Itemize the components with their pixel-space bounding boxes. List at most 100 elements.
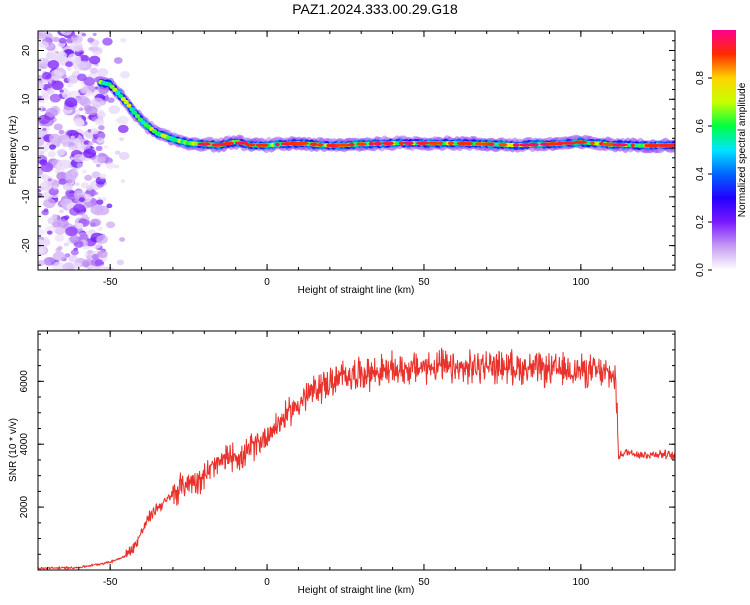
spectrogram-noise-blob [82,201,93,209]
spectrogram-noise-blob [86,249,93,255]
spectrogram-noise-blob [55,51,60,55]
spectrogram-noise-blob [38,114,51,125]
spectrogram-noise-blob [119,137,124,141]
spectrogram-noise-blob [114,150,121,155]
spectrogram-noise-blob [67,75,79,84]
spectrogram-noise-blob [76,73,87,82]
spectrogram-noise-blob [73,153,85,163]
spectrogram-noise-blob [49,93,62,103]
spectrogram-noise-blob [72,34,77,38]
spectrogram-y-tick-label: 20 [21,45,32,57]
spectrogram-ridge-max [335,143,351,147]
spectrogram-ridge-max [612,143,628,147]
colorbar-tick-label: 0.8 [695,71,706,85]
spectrogram-x-tick-label: -50 [103,277,118,288]
spectrogram-noise-blob [66,67,72,71]
spectrogram-noise-blob [47,178,52,182]
spectrogram-noise-blob [70,135,75,140]
spectrogram-noise-blob [47,60,60,70]
spectrogram-noise-blob [66,82,73,88]
snr-x-tick-label: 50 [418,577,430,588]
spectrogram-noise-blob [54,53,65,62]
spectrogram-noise-blob [45,107,59,118]
spectrogram-noise-blob [106,203,113,209]
spectrogram-ridge-max [427,141,440,145]
colorbar-tick-label: 0.4 [695,167,706,181]
spectrogram-noise-blob [55,227,65,236]
spectrogram-noise-blob [38,74,44,81]
spectrogram-noise-blob [50,137,59,145]
spectrogram-noise [38,31,131,270]
spectrogram-ridge-peak [132,110,138,115]
spectrogram-noise-blob [73,117,85,126]
spectrogram-noise-blob [96,137,105,144]
spectrogram-noise-blob [39,186,45,191]
spectrogram-ridge-max [316,143,324,147]
spectrogram-noise-blob [72,138,81,145]
spectrogram-y-ticks: 20 10 0 -10 -20 [21,30,675,266]
spectrogram-noise-blob [103,266,110,270]
spectrogram-noise-blob [85,185,94,191]
spectrogram-ridge-max [245,143,256,147]
spectrogram-noise-blob [114,164,120,169]
spectrogram-noise-blob [59,31,66,34]
spectrogram-y-tick-label: 10 [21,93,32,105]
spectrogram-noise-blob [38,66,42,72]
spectrogram-noise-blob [64,170,78,181]
spectrogram-noise-blob [81,169,88,174]
spectrogram-noise-blob [77,95,90,106]
spectrogram-noise-blob [59,89,64,93]
spectrogram-noise-blob [97,250,108,259]
spectrogram-noise-blob [103,145,108,149]
spectrogram-ridge-max [527,142,539,147]
spectrogram-ridge-max [223,141,235,145]
spectrogram-noise-blob [58,37,67,44]
spectrogram-noise-blob [94,259,104,266]
spectrogram-noise-blob [70,249,79,256]
spectrogram-noise-blob [46,230,53,235]
colorbar-tick-label: 0.6 [695,119,706,133]
spectrogram-x-tick-label: 50 [418,277,430,288]
snr-frame [37,330,676,571]
spectrogram-ridge-max [560,141,577,145]
spectrogram-noise-blob [53,67,66,77]
spectrogram-noise-blob [75,222,84,229]
spectrogram-noise-blob [96,199,104,205]
spectrogram-ridge-max [309,142,319,147]
spectrogram-x-tick-label: 100 [573,277,590,288]
spectrogram-noise-blob [56,171,68,181]
snr-x-tick-label: 0 [264,577,270,588]
spectrogram-noise-blob [91,97,105,108]
spectrogram-noise-blob [48,187,59,196]
spectrogram-noise-blob [76,162,84,168]
spectrogram-ridge-peak [112,87,118,92]
spectrogram-noise-blob [56,159,70,170]
spectrogram-noise-blob [95,145,103,151]
spectrogram-noise-blob [39,151,45,156]
snr-x-label: Height of straight line (km) [298,585,415,596]
spectrogram-ridge-max [197,142,211,146]
spectrogram-noise-blob [96,163,101,168]
spectrogram-noise-blob [87,37,95,43]
spectrogram-noise-blob [51,80,64,91]
spectrogram-noise-blob [52,36,60,43]
spectrogram-ridge-max [438,141,443,145]
snr-x-tick-label: 100 [573,577,590,588]
spectrogram-noise-blob [97,196,102,200]
spectrogram-noise-blob [64,97,78,108]
spectrogram-noise-blob [86,254,93,260]
spectrogram-ridge-max [573,140,588,145]
spectrogram-noise-blob [119,237,126,242]
colorbar-gradient [712,30,736,270]
spectrogram-noise-blob [81,33,87,37]
spectrogram-ridge-max [403,141,414,145]
spectrogram-noise-blob [83,77,96,86]
spectrogram-noise-blob [96,111,106,119]
spectrogram-y-tick-label: 0 [21,145,32,151]
spectrogram-ridge [96,76,675,154]
spectrogram-x-tick-label: 0 [264,277,270,288]
spectrogram-noise-blob [43,256,56,266]
